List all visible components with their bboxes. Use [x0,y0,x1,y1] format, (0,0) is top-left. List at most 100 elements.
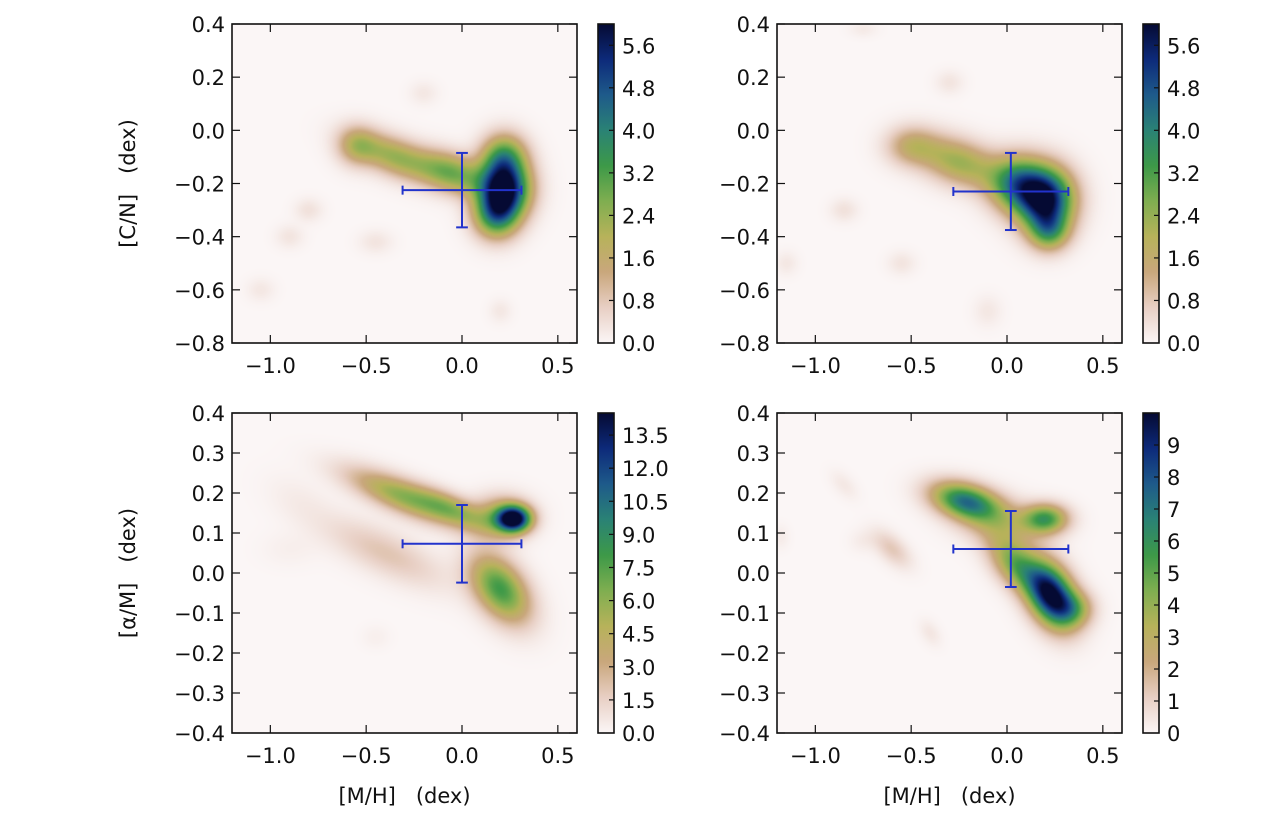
y-tick-label: −0.4 [174,226,225,250]
heatmap-image [777,24,1122,343]
colorbar-gradient [598,413,614,733]
x-tick-label: 0.0 [990,744,1023,768]
error-bar-cross [952,510,1070,588]
colorbar-tick-label: 1.6 [1167,247,1200,271]
y-tick-label: 0.2 [737,66,770,90]
x-axis-ticks: −1.0 −0.5 0.0 0.5 [245,413,575,768]
colorbar-tick-label: 4.8 [1167,77,1200,101]
colorbar-tick-label: 3.2 [1167,162,1200,186]
y-tick-label: −0.4 [719,226,770,250]
colorbar-tick-label: 7 [1167,498,1180,522]
colorbar-tick-label: 3 [1167,626,1180,650]
colorbar-tick-label: 0.0 [622,722,655,746]
x-tick-label: 0.5 [1086,744,1119,768]
colorbar-tick-label: 2.4 [1167,204,1200,228]
y-tick-label: −0.4 [719,722,770,746]
x-tick-label: 0.5 [541,744,574,768]
y-tick-label: −0.6 [174,279,225,303]
colorbar-tick-label: 7.5 [622,556,655,580]
colorbar-tick-label: 4.0 [622,119,655,143]
colorbar-tick-label: 0.8 [622,289,655,313]
colorbar-gradient [1143,24,1159,343]
colorbar: 0.0 0.8 1.6 2.4 3.2 4.0 4.8 5.6 [597,23,655,356]
error-bar-cross [401,504,523,584]
x-tick-label: −0.5 [341,354,392,378]
x-axis-label: [M/H] (dex) [883,784,1015,808]
colorbar-tick-label: 5.6 [1167,34,1200,58]
y-tick-label: 0.4 [192,13,225,37]
colorbar-tick-label: 12.0 [622,457,669,481]
panel-cn-left: −1.0 −0.5 0.0 0.5 0.4 0.2 0.0 −0.2 −0.4 −0.6 −0.8… [116,13,655,378]
heatmap-image [232,24,577,343]
y-tick-label: −0.2 [174,642,225,666]
colorbar-frame [1142,23,1160,344]
colorbar-gradient [598,24,614,343]
colorbar-tick-label: 9.0 [622,523,655,547]
y-axis-ticks: 0.4 0.2 0.0 −0.2 −0.4 −0.6 −0.8 [719,13,1122,356]
colorbar-tick-label: 2 [1167,658,1180,682]
colorbar-tick-label: 4.8 [622,77,655,101]
x-tick-label: −0.5 [341,744,392,768]
y-tick-label: −0.3 [174,682,225,706]
y-tick-label: 0.1 [192,522,225,546]
y-tick-label: 0.2 [737,482,770,506]
colorbar-tick-label: 4.5 [622,623,655,647]
x-tick-label: 0.5 [1086,354,1119,378]
y-tick-label: −0.4 [174,722,225,746]
y-tick-label: −0.1 [719,602,770,626]
colorbar-tick-label: 3.0 [622,656,655,680]
x-axis-ticks: −1.0 −0.5 0.0 0.5 [790,413,1120,768]
colorbar: 0.0 1.5 3.0 4.5 6.0 7.5 9.0 10.5 12.0 13.5 [597,412,669,746]
x-axis-label: [M/H] (dex) [338,784,470,808]
colorbar-tick-label: 8 [1167,466,1180,490]
y-tick-label: 0.0 [192,562,225,586]
y-tick-label: 0.0 [737,119,770,143]
x-axis-ticks: −1.0 −0.5 0.0 0.5 [245,24,575,378]
x-tick-label: 0.0 [445,354,478,378]
colorbar-tick-label: 0.0 [622,332,655,356]
y-tick-label: −0.2 [719,173,770,197]
y-tick-label: −0.8 [719,332,770,356]
colorbar-tick-label: 10.5 [622,490,669,514]
panel-cn-right: −1.0 −0.5 0.0 0.5 0.4 0.2 0.0 −0.2 −0.4 −0.6 −0.8… [719,13,1200,378]
colorbar-tick-label: 9 [1167,434,1180,458]
x-tick-label: −0.5 [886,354,937,378]
y-axis-ticks: 0.4 0.2 0.0 −0.2 −0.4 −0.6 −0.8 [174,13,577,356]
y-tick-label: 0.1 [737,522,770,546]
density-heatmap [777,413,1122,733]
y-tick-label: 0.4 [192,402,225,426]
colorbar-tick-label: 1.6 [622,247,655,271]
y-tick-label: 0.0 [737,562,770,586]
x-tick-label: −1.0 [790,744,841,768]
colorbar-gradient [1143,413,1159,733]
colorbar-frame [597,23,615,344]
heatmap-image [232,413,577,733]
x-tick-label: −1.0 [245,354,296,378]
y-axis-label: [C/N] (dex) [116,119,140,248]
colorbar-tick-label: 1 [1167,690,1180,714]
y-tick-label: −0.6 [719,279,770,303]
colorbar-tick-label: 2.4 [622,204,655,228]
y-tick-label: −0.2 [174,173,225,197]
x-tick-label: −0.5 [886,744,937,768]
error-bar-cross [952,151,1070,232]
colorbar-tick-label: 4.0 [1167,119,1200,143]
density-heatmap [777,24,1122,343]
heatmap-image [777,413,1122,733]
y-axis-ticks: 0.4 0.3 0.2 0.1 0.0 −0.1 −0.2 −0.3 −0.4 [174,402,577,746]
y-tick-label: 0.4 [737,13,770,37]
x-tick-label: 0.0 [445,744,478,768]
y-tick-label: 0.0 [192,119,225,143]
y-tick-label: −0.8 [174,332,225,356]
panel-alpha-right: −1.0 −0.5 0.0 0.5 0.4 0.3 0.2 0.1 0.0 −0.1 −0.2 −0… [719,402,1180,808]
colorbar-tick-label: 0.0 [1167,332,1200,356]
colorbar: 0.0 0.8 1.6 2.4 3.2 4.0 4.8 5.6 [1142,23,1200,356]
colorbar-tick-label: 1.5 [622,689,655,713]
colorbar: 0 1 2 3 4 5 6 7 8 9 [1142,412,1180,746]
colorbar-tick-label: 13.5 [622,424,669,448]
x-axis-ticks: −1.0 −0.5 0.0 0.5 [790,24,1120,378]
colorbar-tick-label: 3.2 [622,162,655,186]
y-axis-label: [α/M] (dex) [116,508,140,638]
y-tick-label: 0.2 [192,482,225,506]
colorbar-tick-label: 6 [1167,530,1180,554]
